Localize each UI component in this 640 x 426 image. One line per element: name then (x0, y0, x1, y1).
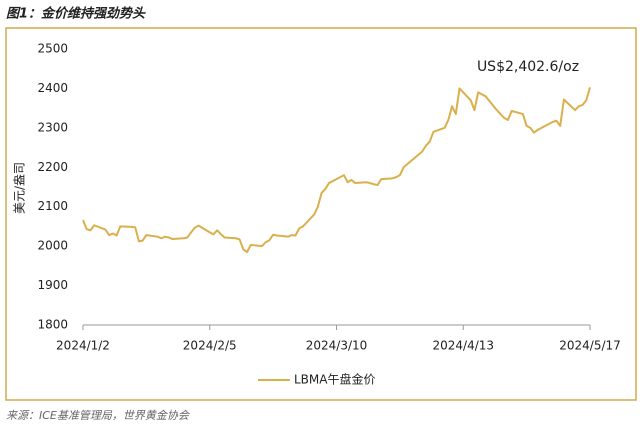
y-tick-label: 2400 (37, 81, 68, 95)
chart-title: 图1：金价维持强劲势头 (6, 6, 146, 22)
y-tick-label: 2000 (37, 239, 68, 253)
x-tick-label: 2024/3/10 (306, 339, 368, 353)
x-tick-label: 2024/2/5 (183, 339, 237, 353)
legend-label: LBMA午盘金价 (294, 372, 375, 387)
x-tick-label: 2024/5/17 (559, 339, 621, 353)
source-note: 来源：ICE基准管理局，世界黄金协会 (6, 409, 190, 422)
y-tick-label: 2100 (37, 199, 68, 213)
line-series (82, 87, 591, 254)
chart-frame (5, 27, 637, 401)
y-tick-label: 1800 (37, 318, 68, 332)
y-tick-label: 2500 (37, 42, 68, 56)
y-tick-label: 2300 (37, 120, 68, 134)
y-tick-label: 2200 (37, 160, 68, 174)
x-tick-label: 2024/4/13 (432, 339, 494, 353)
annotation: US$2,402.6/oz (477, 59, 579, 75)
x-tick-label: 2024/1/2 (56, 339, 110, 353)
y-axis-label: 美元/盎司 (13, 162, 27, 214)
y-tick-label: 1900 (37, 278, 68, 292)
